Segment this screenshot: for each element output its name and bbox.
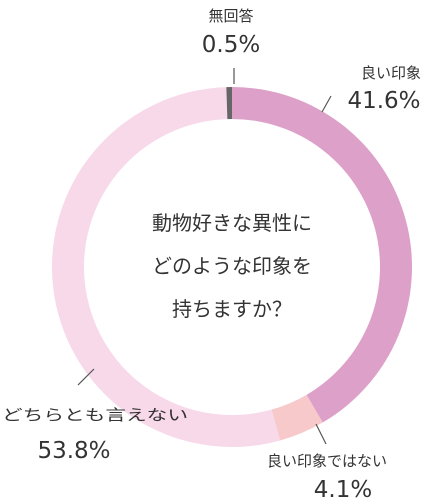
label-not-good: 良い印象ではない xyxy=(267,452,387,470)
center-line-1: 動物好きな異性に xyxy=(152,211,312,235)
center-line-3: 持ちますか？ xyxy=(172,297,292,321)
slice-2 xyxy=(52,87,281,448)
value-not-good: 4.1% xyxy=(314,477,372,503)
value-no-answer: 0.5% xyxy=(202,32,260,58)
label-no-answer: 無回答 xyxy=(208,7,253,25)
value-good: 41.6% xyxy=(347,88,420,114)
leader-line-not-good xyxy=(315,423,327,445)
label-good: 良い印象 xyxy=(361,64,421,82)
center-line-2: どのような印象を xyxy=(152,254,312,278)
donut-slices xyxy=(52,87,413,448)
slice-3 xyxy=(226,87,232,120)
leader-line-neutral xyxy=(77,368,95,386)
slice-1 xyxy=(271,394,323,441)
value-neutral: 53.8% xyxy=(37,438,110,464)
slice-0 xyxy=(232,87,413,423)
label-neutral: どちらとも言えない xyxy=(2,406,188,424)
leader-line-good xyxy=(321,95,332,113)
